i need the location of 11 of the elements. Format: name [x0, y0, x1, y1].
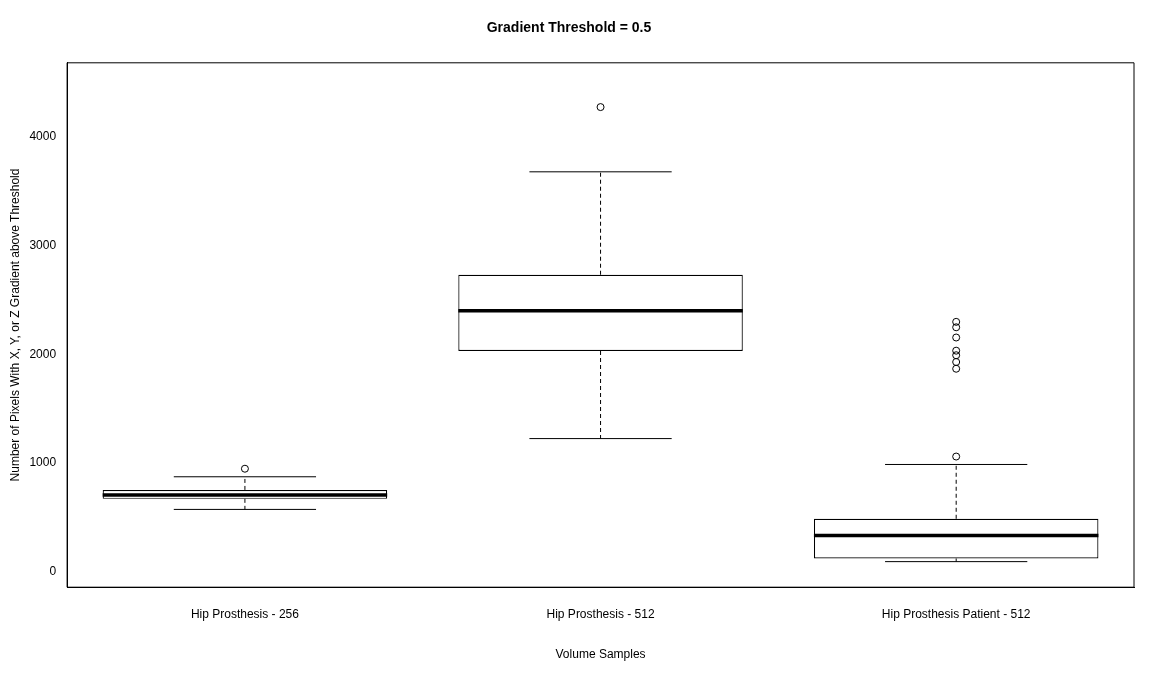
y-tick-label: 4000 — [29, 129, 57, 144]
y-tick-label: 3000 — [29, 237, 57, 252]
x-tick-label: Hip Prosthesis - 256 — [190, 606, 300, 621]
y-axis-title: Number of Pixels With X, Y, or Z Gradient above Threshold — [7, 168, 22, 482]
y-tick-label: 0 — [49, 564, 57, 579]
y-tick-label: 2000 — [29, 346, 57, 361]
chart-title: Gradient Threshold = 0.5 — [486, 19, 652, 36]
y-tick-label: 1000 — [29, 455, 57, 470]
x-axis-title: Volume Samples — [555, 647, 646, 662]
x-tick-label: Hip Prosthesis - 512 — [546, 606, 655, 621]
x-tick-label: Hip Prosthesis Patient - 512 — [881, 606, 1031, 621]
